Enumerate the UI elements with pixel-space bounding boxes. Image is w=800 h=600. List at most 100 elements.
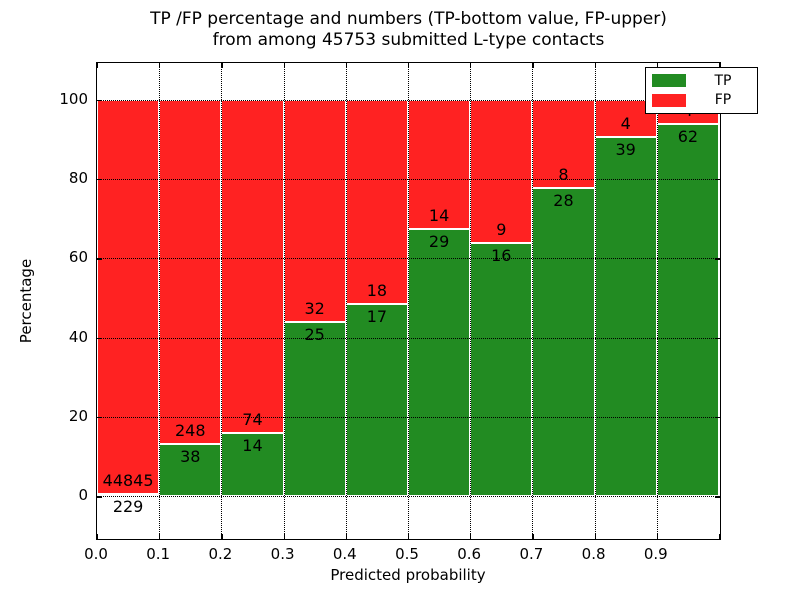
tp-bar-segment (283, 322, 346, 497)
y-tick-label: 100 (59, 89, 88, 108)
y-tick-mark (715, 496, 720, 498)
fp-swatch-icon (652, 93, 686, 107)
chart-title-line1: TP /FP percentage and numbers (TP-bottom… (150, 9, 667, 29)
tp-bar-segment (470, 242, 533, 497)
grid-line-vertical (656, 63, 658, 538)
grid-line-vertical (159, 63, 161, 538)
grid-line-vertical (221, 63, 223, 538)
x-tick-label: 0.9 (643, 545, 668, 563)
x-tick-mark (470, 63, 472, 68)
x-tick-mark (408, 534, 410, 539)
x-tick-mark (470, 534, 472, 539)
y-tick-mark (97, 417, 102, 419)
tp-swatch-icon (652, 74, 686, 88)
x-tick-mark (594, 63, 596, 68)
y-tick-label: 0 (78, 486, 88, 505)
x-tick-mark (345, 534, 347, 539)
fp-count-label: 14 (428, 205, 450, 225)
tp-count-label: 16 (491, 245, 512, 265)
y-tick-label: 80 (68, 169, 88, 188)
x-tick-label: 0.0 (84, 545, 108, 563)
x-tick-label: 0.2 (208, 545, 233, 563)
x-tick-label: 0.3 (270, 545, 295, 563)
x-tick-mark (159, 63, 161, 68)
x-tick-mark (656, 63, 658, 68)
grid-line-vertical (594, 63, 596, 538)
chart-title: TP /FP percentage and numbers (TP-bottom… (96, 9, 721, 51)
fp-bar-segment (345, 99, 408, 304)
y-tick-mark (715, 258, 720, 260)
x-tick-mark (159, 534, 161, 539)
legend-item-fp: FP (652, 92, 751, 108)
x-tick-label: 0.4 (332, 545, 357, 563)
x-tick-mark (97, 63, 99, 68)
x-tick-label: 0.8 (581, 545, 606, 563)
fp-count-label: 44845 (102, 471, 154, 491)
grid-line-horizontal (97, 496, 720, 498)
tp-count-label: 62 (677, 126, 699, 146)
x-tick-label: 0.6 (457, 545, 482, 563)
tp-count-label: 229 (112, 497, 144, 517)
grid-line-horizontal (97, 258, 720, 260)
tp-count-label: 25 (304, 325, 325, 345)
tp-count-label: 38 (180, 446, 201, 466)
y-tick-mark (97, 337, 102, 339)
y-tick-label: 60 (68, 248, 88, 267)
x-tick-label: 0.1 (146, 545, 171, 563)
fp-count-label: 18 (366, 280, 388, 300)
x-tick-mark (221, 534, 223, 539)
tp-count-label: 29 (428, 231, 450, 251)
fp-bar-segment (470, 99, 533, 243)
y-tick-mark (97, 179, 102, 181)
fp-bar-segment (283, 99, 346, 323)
x-tick-mark (656, 534, 658, 539)
y-tick-mark (715, 337, 720, 339)
x-tick-mark (532, 534, 534, 539)
y-tick-mark (715, 417, 720, 419)
fp-bar-segment (159, 99, 222, 444)
x-tick-mark (594, 534, 596, 539)
fp-count-label: 32 (304, 299, 325, 319)
y-tick-mark (97, 258, 102, 260)
chart-title-line2: from among 45753 submitted L-type contac… (212, 30, 605, 50)
grid-line-horizontal (97, 337, 720, 339)
y-tick-label: 20 (68, 407, 88, 426)
fp-bar-segment (97, 99, 160, 495)
x-tick-mark (97, 534, 99, 539)
y-tick-mark (97, 496, 102, 498)
grid-line-vertical (408, 63, 409, 538)
grid-line-horizontal (97, 417, 720, 419)
grid-line-horizontal (97, 99, 720, 101)
x-tick-label: 0.5 (395, 545, 419, 563)
legend-item-tp: TP (652, 73, 751, 89)
tp-count-label: 17 (366, 306, 388, 326)
grid-line-vertical (345, 63, 347, 538)
fp-bar-segment (221, 99, 284, 434)
y-axis-label: Percentage (17, 258, 35, 344)
fp-count-label: 4 (620, 113, 631, 133)
fp-count-label: 248 (175, 420, 206, 440)
legend: TP FP (645, 67, 758, 114)
grid-line-vertical (470, 63, 472, 538)
tp-count-label: 28 (553, 190, 574, 210)
tp-bar-segment (345, 303, 408, 497)
fp-count-label: 9 (496, 219, 507, 239)
x-tick-mark (532, 63, 534, 68)
x-tick-label: 0.7 (519, 545, 544, 563)
x-tick-mark (283, 534, 285, 539)
y-tick-mark (97, 99, 102, 102)
tp-bar-segment (408, 228, 471, 497)
tp-count-label: 39 (615, 139, 636, 159)
grid-line-vertical (283, 63, 285, 538)
tp-count-label: 14 (242, 436, 263, 456)
x-tick-mark (221, 63, 223, 68)
tp-bar-segment (159, 443, 222, 497)
legend-fp-label: FP (714, 92, 732, 109)
y-tick-mark (715, 179, 720, 181)
tp-bar-segment (656, 123, 719, 497)
x-tick-mark (408, 63, 410, 68)
fp-count-label: 8 (558, 164, 569, 184)
tp-bar-segment (594, 136, 657, 497)
x-tick-mark (283, 63, 285, 68)
x-tick-mark (345, 63, 347, 68)
